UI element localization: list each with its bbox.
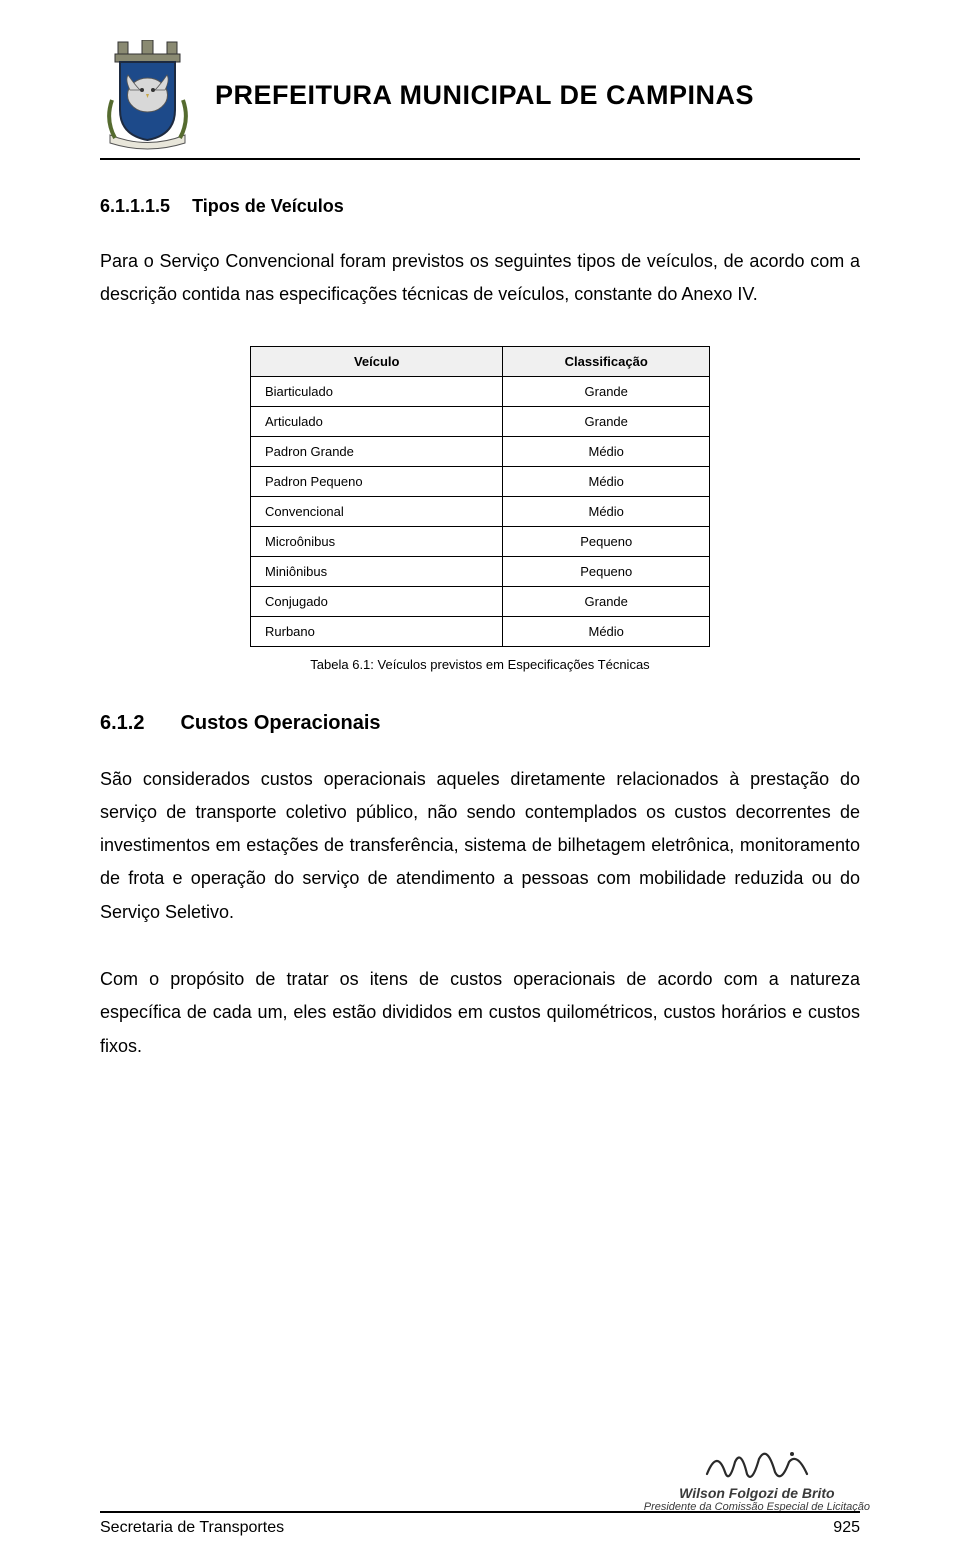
signature-icon <box>697 1444 817 1489</box>
cell-vehicle: Articulado <box>251 406 503 436</box>
table-row: Padron GrandeMédio <box>251 436 710 466</box>
table-row: MicroônibusPequeno <box>251 526 710 556</box>
footer-divider <box>100 1511 860 1513</box>
vehicle-table: Veículo Classificação BiarticuladoGrande… <box>250 346 710 647</box>
table-header-row: Veículo Classificação <box>251 346 710 376</box>
page-number: 925 <box>833 1519 860 1537</box>
cell-vehicle: Conjugado <box>251 586 503 616</box>
section1-paragraph: Para o Serviço Convencional foram previs… <box>100 245 860 312</box>
page-footer: Secretaria de Transportes 925 <box>100 1511 860 1537</box>
cell-class: Pequeno <box>503 526 710 556</box>
cell-vehicle: Rurbano <box>251 616 503 646</box>
vehicle-table-body: BiarticuladoGrande ArticuladoGrande Padr… <box>251 376 710 646</box>
table-caption: Tabela 6.1: Veículos previstos em Especi… <box>100 657 860 672</box>
cell-class: Grande <box>503 406 710 436</box>
table-row: ConjugadoGrande <box>251 586 710 616</box>
cell-vehicle: Biarticulado <box>251 376 503 406</box>
section2-number: 6.1.2 <box>100 712 144 734</box>
cell-vehicle: Microônibus <box>251 526 503 556</box>
cell-vehicle: Convencional <box>251 496 503 526</box>
section2-title: Custos Operacionais <box>180 712 380 734</box>
table-row: RurbanoMédio <box>251 616 710 646</box>
cell-class: Pequeno <box>503 556 710 586</box>
footer-left: Secretaria de Transportes <box>100 1519 284 1537</box>
cell-vehicle: Padron Grande <box>251 436 503 466</box>
document-page: PREFEITURA MUNICIPAL DE CAMPINAS 6.1.1.1… <box>0 0 960 1563</box>
cell-class: Médio <box>503 466 710 496</box>
table-row: ArticuladoGrande <box>251 406 710 436</box>
col-header-vehicle: Veículo <box>251 346 503 376</box>
col-header-class: Classificação <box>503 346 710 376</box>
table-row: ConvencionalMédio <box>251 496 710 526</box>
table-row: BiarticuladoGrande <box>251 376 710 406</box>
section-title: Tipos de Veículos <box>192 196 344 216</box>
signature-name: Wilson Folgozi de Brito <box>644 1485 870 1501</box>
municipal-crest-icon <box>100 40 195 150</box>
section-heading: 6.1.1.1.5 Tipos de Veículos <box>100 196 860 217</box>
cell-class: Médio <box>503 436 710 466</box>
header-divider <box>100 158 860 160</box>
section-number: 6.1.1.1.5 <box>100 196 170 216</box>
vehicle-table-wrap: Veículo Classificação BiarticuladoGrande… <box>100 346 860 647</box>
cell-class: Grande <box>503 586 710 616</box>
signature-block: Wilson Folgozi de Brito Presidente da Co… <box>644 1444 870 1513</box>
main-title: PREFEITURA MUNICIPAL DE CAMPINAS <box>215 80 754 111</box>
document-header: PREFEITURA MUNICIPAL DE CAMPINAS <box>100 40 860 150</box>
cell-class: Médio <box>503 496 710 526</box>
cell-class: Médio <box>503 616 710 646</box>
cell-vehicle: Miniônibus <box>251 556 503 586</box>
table-row: Padron PequenoMédio <box>251 466 710 496</box>
cell-class: Grande <box>503 376 710 406</box>
section2-heading: 6.1.2 Custos Operacionais <box>100 712 860 735</box>
cell-vehicle: Padron Pequeno <box>251 466 503 496</box>
table-row: MiniônibusPequeno <box>251 556 710 586</box>
section2-paragraph1: São considerados custos operacionais aqu… <box>100 763 860 929</box>
section2-paragraph2: Com o propósito de tratar os itens de cu… <box>100 963 860 1063</box>
